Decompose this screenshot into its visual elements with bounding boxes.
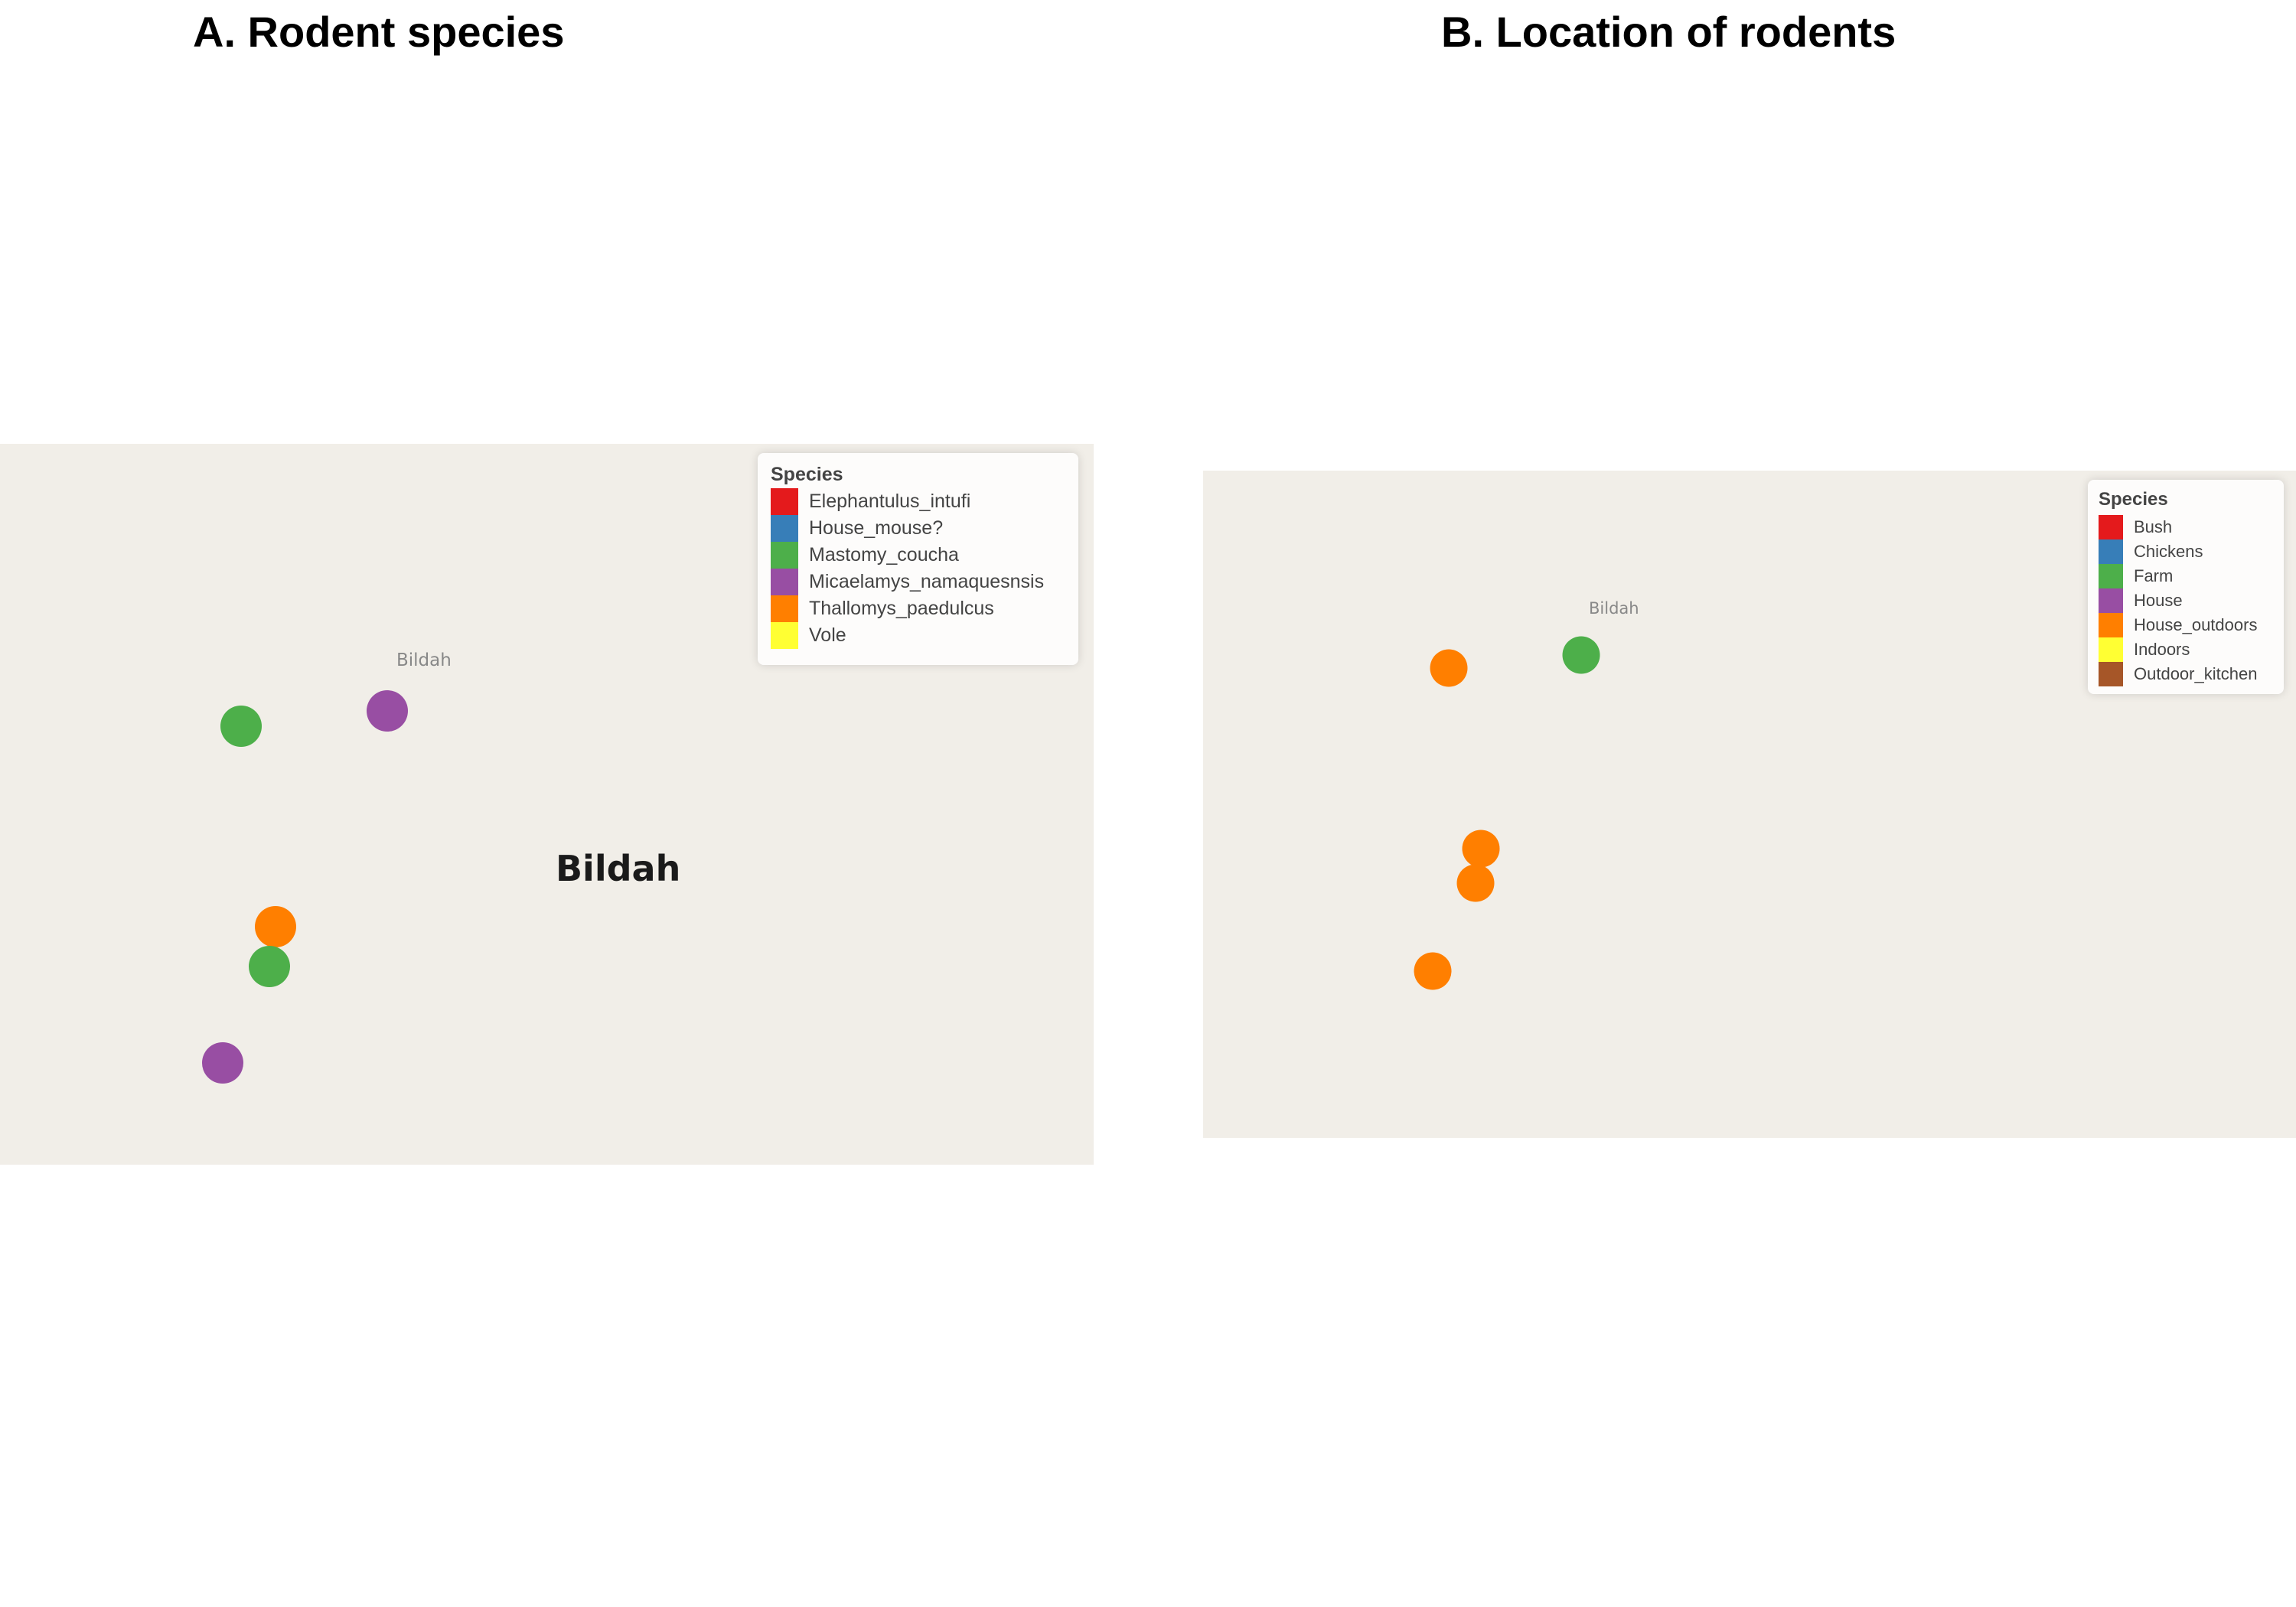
place-label-bildah-large: Bildah — [556, 848, 681, 889]
map-marker[interactable] — [1430, 649, 1468, 687]
legend-item: Bush — [2099, 515, 2284, 539]
legend-label: Thallomys_paedulcus — [809, 598, 994, 619]
legend-label: House — [2134, 591, 2183, 610]
legend-label: Mastomy_coucha — [809, 544, 959, 566]
map-marker[interactable] — [202, 1042, 243, 1084]
legend-swatch — [2099, 613, 2123, 637]
legend-swatch — [2099, 637, 2123, 662]
legend-title: Species — [771, 464, 843, 485]
legend-panel-a: Species Elephantulus_intufi House_mouse?… — [758, 453, 1078, 665]
map-marker[interactable] — [367, 690, 408, 732]
legend-swatch — [771, 569, 798, 595]
map-marker[interactable] — [1462, 830, 1500, 868]
panel-a-title: A. Rodent species — [193, 8, 565, 56]
legend-item: Indoors — [2099, 637, 2284, 662]
legend-label: Vole — [809, 624, 846, 646]
legend-item: House_mouse? — [771, 515, 1078, 542]
map-marker[interactable] — [220, 706, 262, 747]
legend-label: Farm — [2134, 566, 2174, 585]
legend-item: House_outdoors — [2099, 613, 2284, 637]
legend-label: Outdoor_kitchen — [2134, 664, 2258, 683]
legend-swatch — [771, 542, 798, 569]
legend-swatch — [2099, 564, 2123, 588]
place-label-bildah: Bildah — [1589, 599, 1639, 618]
legend-item: Thallomys_paedulcus — [771, 595, 1078, 622]
legend-item: Micaelamys_namaquesnsis — [771, 569, 1078, 595]
legend-swatch — [2099, 662, 2123, 686]
legend-swatch — [771, 595, 798, 622]
legend-swatch — [2099, 588, 2123, 613]
legend-label: House_mouse? — [809, 517, 944, 539]
legend-label: Micaelamys_namaquesnsis — [809, 571, 1045, 592]
legend-label: Bush — [2134, 517, 2173, 536]
legend-label: Elephantulus_intufi — [809, 491, 971, 512]
legend-item: House — [2099, 588, 2284, 613]
map-marker[interactable] — [1562, 636, 1600, 674]
legend-item: Farm — [2099, 564, 2284, 588]
map-marker[interactable] — [249, 946, 290, 987]
legend-swatch — [771, 622, 798, 649]
legend-item: Elephantulus_intufi — [771, 488, 1078, 515]
legend-title: Species — [2099, 489, 2168, 510]
legend-item: Mastomy_coucha — [771, 542, 1078, 569]
legend-swatch — [771, 488, 798, 515]
panel-b-title: B. Location of rodents — [1441, 8, 1896, 56]
legend-label: House_outdoors — [2134, 615, 2258, 634]
legend-panel-b: Species Bush Chickens Farm House House_o… — [2088, 480, 2284, 694]
place-label-bildah: Bildah — [396, 650, 452, 670]
map-marker[interactable] — [1414, 952, 1452, 990]
legend-item: Outdoor_kitchen — [2099, 662, 2284, 686]
legend-label: Chickens — [2134, 542, 2203, 561]
legend-item: Chickens — [2099, 539, 2284, 564]
map-marker[interactable] — [1456, 864, 1495, 902]
legend-label: Indoors — [2134, 640, 2190, 659]
legend-item: Vole — [771, 622, 1078, 649]
legend-swatch — [771, 515, 798, 542]
map-marker[interactable] — [255, 906, 296, 947]
legend-swatch — [2099, 539, 2123, 564]
legend-swatch — [2099, 515, 2123, 539]
